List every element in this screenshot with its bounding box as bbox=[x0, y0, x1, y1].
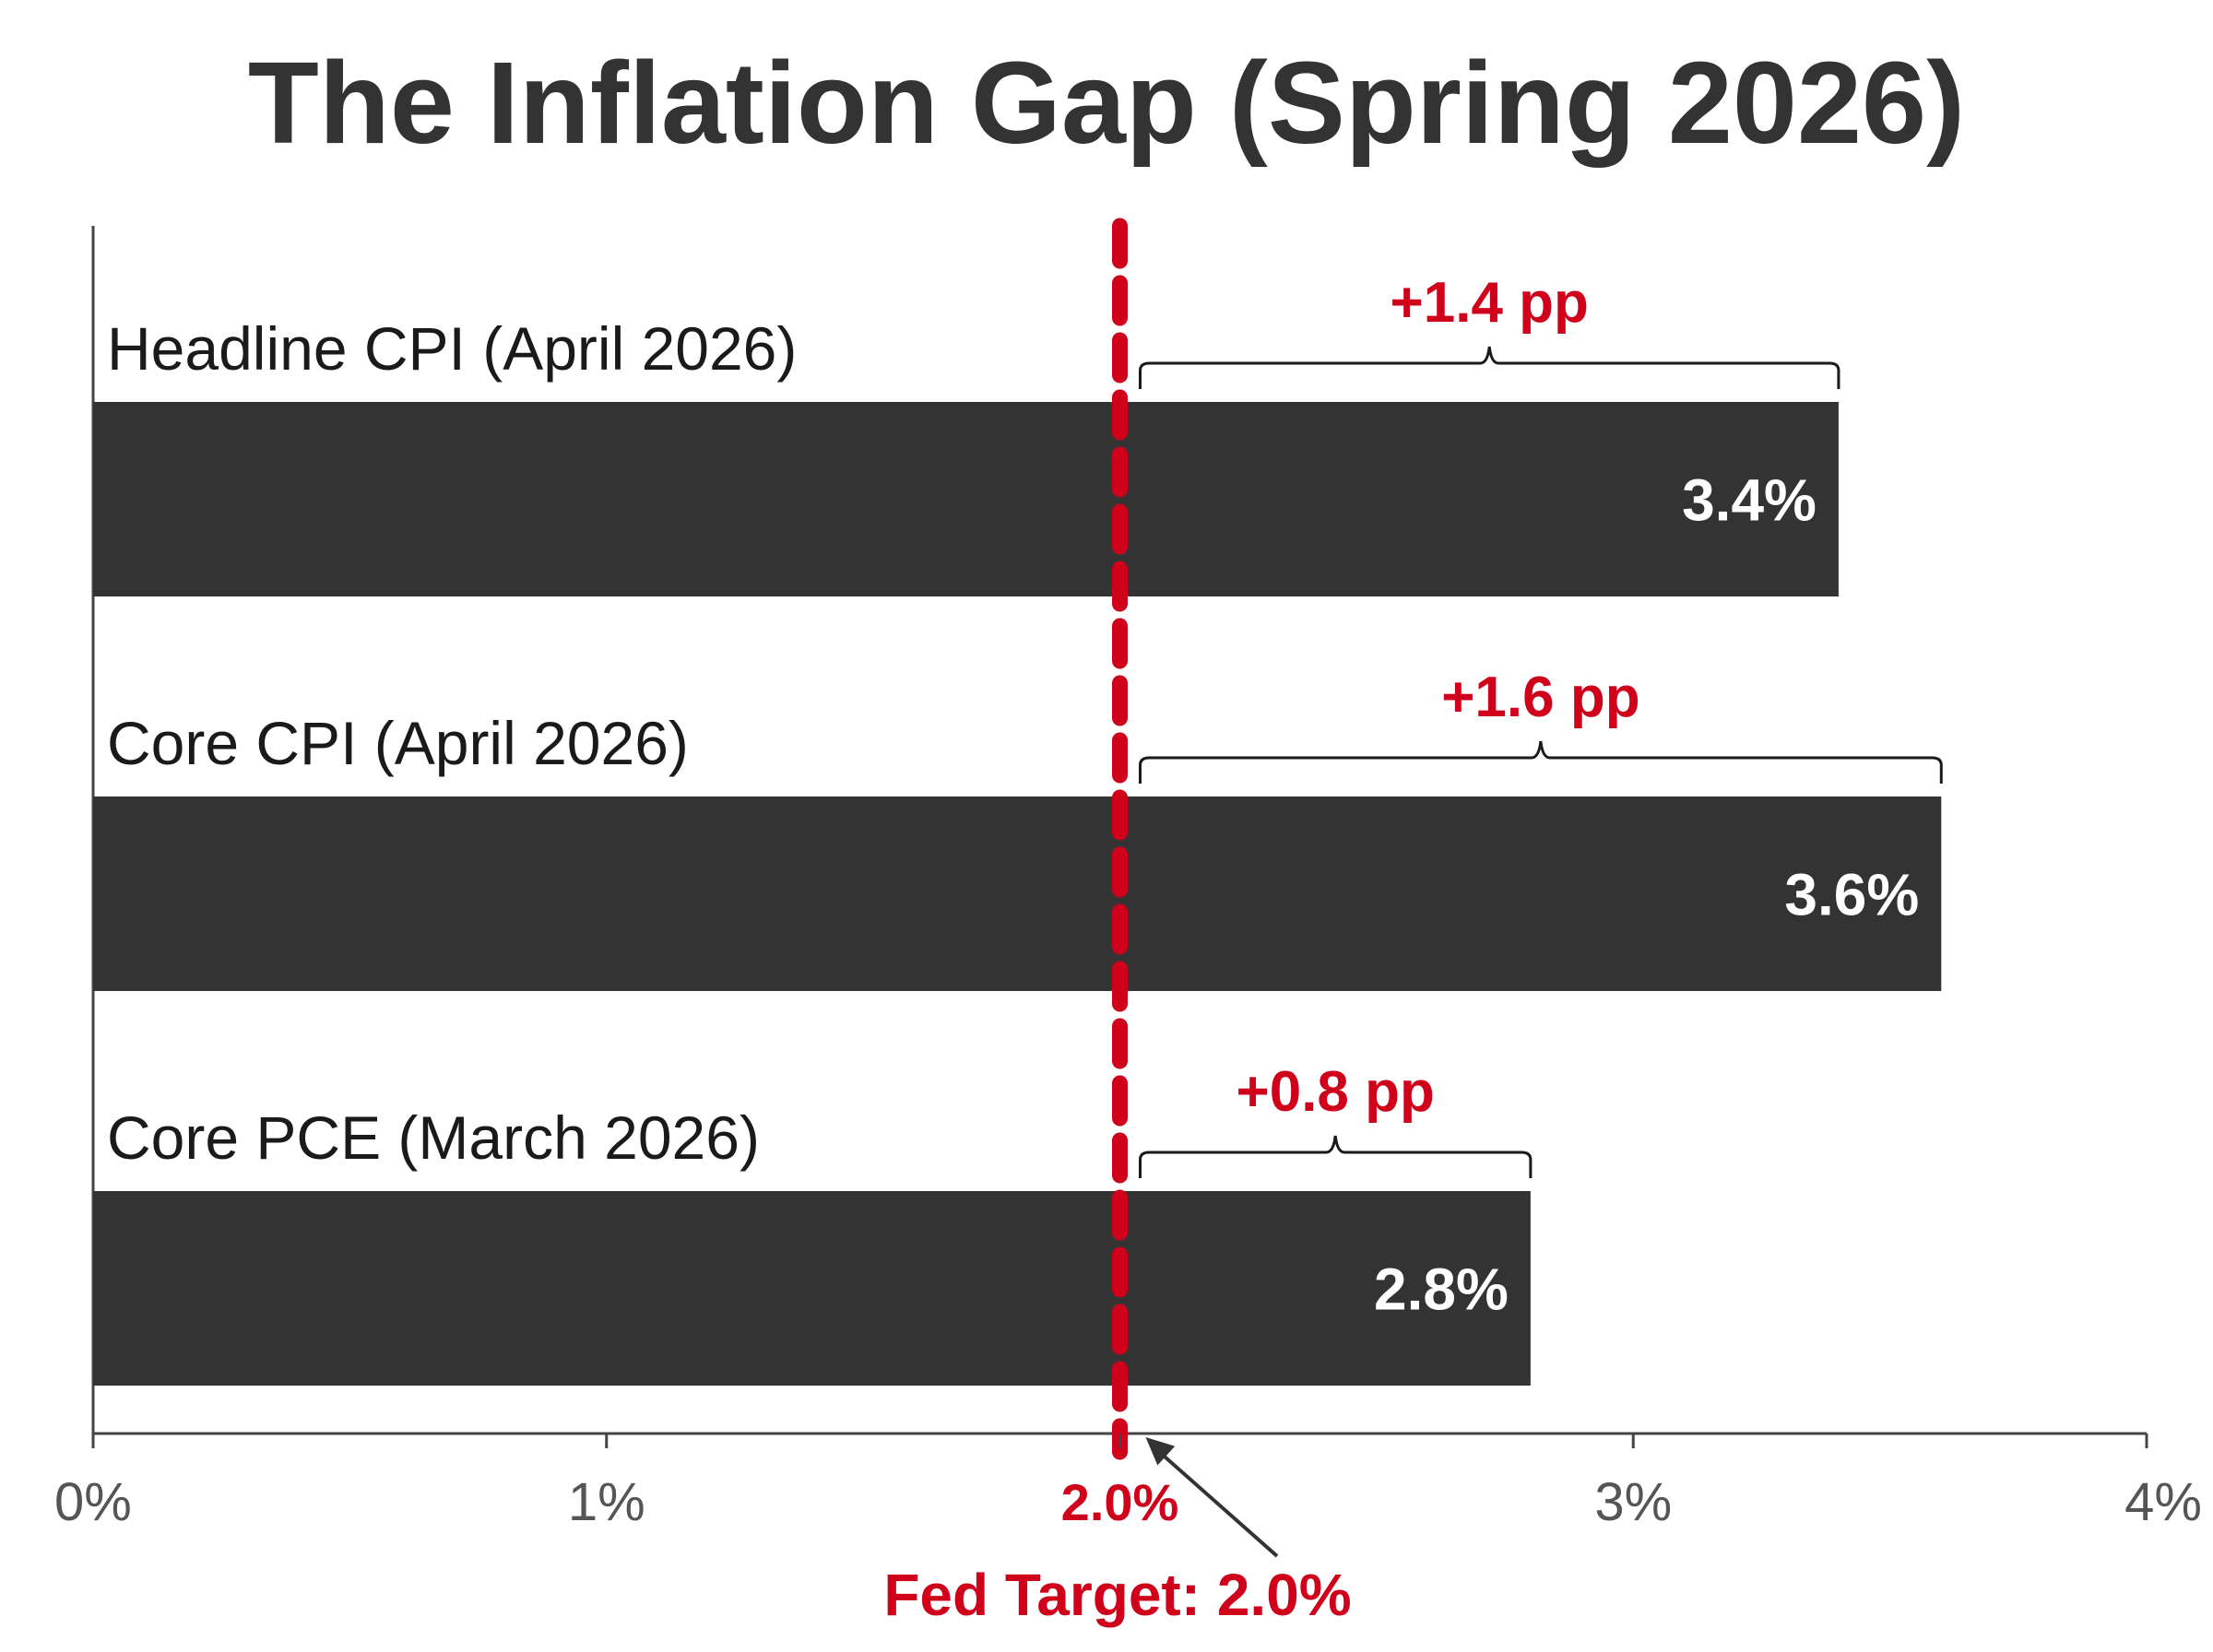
gap-label-2: +1.6 pp bbox=[1441, 666, 1639, 729]
gap-bracket-3 bbox=[1139, 1135, 1533, 1178]
bar-2 bbox=[93, 796, 1942, 991]
bar-value-label-2: 3.6% bbox=[1784, 862, 1919, 928]
gap-label-3: +0.8 pp bbox=[1237, 1060, 1435, 1124]
annotation-arrow-head bbox=[1145, 1437, 1176, 1466]
bar-value-label-3: 2.8% bbox=[1374, 1257, 1509, 1323]
plot-area: Headline CPI (April 2026) 3.4% +1.4 pp Core… bbox=[54, 218, 2202, 1628]
x-tick-label-1: 1% bbox=[568, 1472, 645, 1532]
fed-target-annotation: Fed Target: 2.0% bbox=[883, 1562, 1351, 1628]
annotation-arrow-line bbox=[1152, 1445, 1279, 1558]
x-tick-label-3: 3% bbox=[1594, 1472, 1672, 1532]
x-tick-label-0: 0% bbox=[54, 1472, 132, 1532]
gap-bracket-1 bbox=[1139, 346, 1840, 389]
gap-label-1: +1.4 pp bbox=[1391, 271, 1589, 335]
category-label-3: Core PCE (March 2026) bbox=[107, 1103, 760, 1172]
bar-3 bbox=[93, 1191, 1531, 1386]
x-tick-label-2: 2.0% bbox=[1061, 1473, 1179, 1531]
gap-bracket-2 bbox=[1139, 740, 1943, 784]
bar-value-label-1: 3.4% bbox=[1682, 467, 1817, 534]
x-tick-label-4: 4% bbox=[2124, 1472, 2202, 1532]
category-label-1: Headline CPI (April 2026) bbox=[107, 314, 797, 383]
bar-1 bbox=[93, 402, 1839, 596]
chart-title: The Inflation Gap (Spring 2026) bbox=[248, 38, 1965, 168]
category-label-2: Core CPI (April 2026) bbox=[107, 709, 689, 777]
